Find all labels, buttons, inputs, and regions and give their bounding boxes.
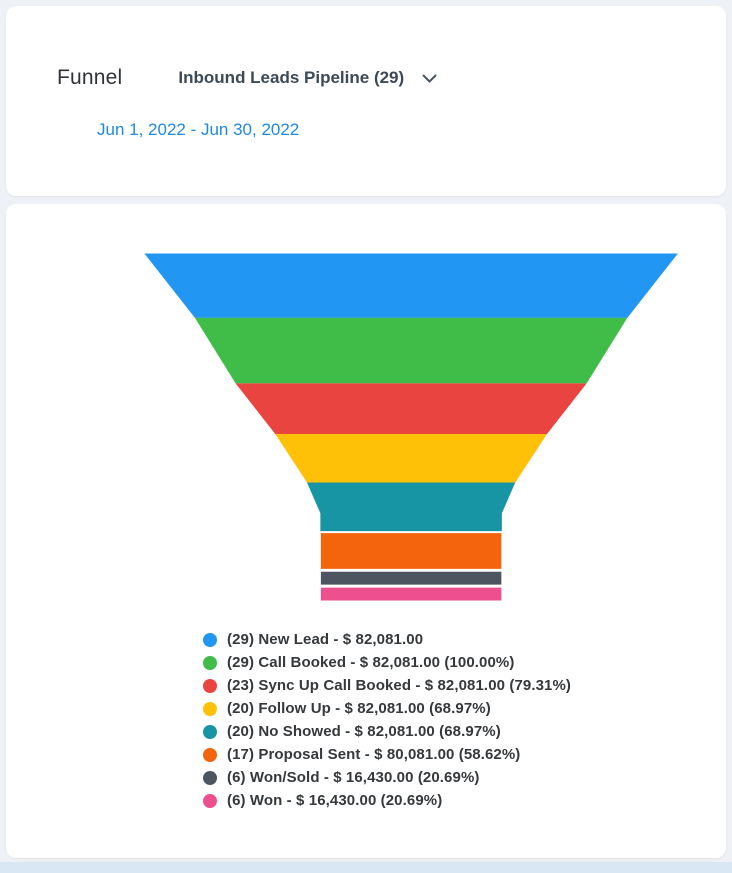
funnel-chart-card: (29) New Lead - $ 82,081.00 (29) Call Bo…: [6, 204, 726, 858]
funnel-segment-new-lead[interactable]: [144, 253, 678, 318]
pipeline-selector-label: Inbound Leads Pipeline (29): [178, 68, 405, 87]
funnel-segment-follow-up[interactable]: [275, 433, 547, 483]
funnel-segment-proposal-sent[interactable]: [320, 533, 502, 569]
funnel-segment-won[interactable]: [320, 587, 502, 601]
legend-dot: [203, 678, 217, 693]
legend-item[interactable]: (23) Sync Up Call Booked - $ 82,081.00 (…: [203, 674, 726, 697]
legend-label: (6) Won/Sold - $ 16,430.00 (20.69%): [227, 769, 480, 786]
legend-dot: [203, 793, 217, 808]
legend-dot: [203, 701, 217, 716]
legend-dot: [203, 770, 217, 785]
funnel-svg[interactable]: [6, 252, 726, 602]
page-title: Funnel: [57, 66, 123, 89]
funnel-segment-no-showed[interactable]: [306, 482, 516, 532]
legend-dot: [203, 724, 217, 739]
legend-label: (6) Won - $ 16,430.00 (20.69%): [227, 792, 443, 809]
legend-label: (29) Call Booked - $ 82,081.00 (100.00%): [227, 654, 515, 671]
legend-item[interactable]: (17) Proposal Sent - $ 80,081.00 (58.62%…: [203, 743, 726, 766]
legend-label: (29) New Lead - $ 82,081.00: [227, 631, 424, 648]
legend-item[interactable]: (29) New Lead - $ 82,081.00: [203, 628, 726, 651]
funnel-segment-won-sold[interactable]: [320, 571, 502, 585]
funnel-segment-sync-up-call-booked[interactable]: [235, 383, 587, 434]
pipeline-selector-dropdown[interactable]: Inbound Leads Pipeline (29): [178, 68, 437, 88]
legend-item[interactable]: (6) Won/Sold - $ 16,430.00 (20.69%): [203, 766, 726, 789]
chevron-down-icon: [422, 74, 437, 83]
title-row: Funnel Inbound Leads Pipeline (29): [57, 6, 726, 90]
legend-item[interactable]: (20) Follow Up - $ 82,081.00 (68.97%): [203, 697, 726, 720]
legend-item[interactable]: (29) Call Booked - $ 82,081.00 (100.00%): [203, 651, 726, 674]
legend-label: (20) No Showed - $ 82,081.00 (68.97%): [227, 723, 501, 740]
legend-dot: [203, 747, 217, 762]
legend-label: (23) Sync Up Call Booked - $ 82,081.00 (…: [227, 677, 572, 694]
legend-label: (20) Follow Up - $ 82,081.00 (68.97%): [227, 700, 491, 717]
legend-dot: [203, 655, 217, 670]
funnel-header-card: Funnel Inbound Leads Pipeline (29) Jun 1…: [6, 6, 726, 196]
legend-label: (17) Proposal Sent - $ 80,081.00 (58.62%…: [227, 746, 521, 763]
funnel-chart[interactable]: [6, 252, 726, 602]
funnel-segment-call-booked[interactable]: [194, 317, 628, 384]
footer-strip: [0, 862, 732, 873]
legend-item[interactable]: (6) Won - $ 16,430.00 (20.69%): [203, 789, 726, 812]
legend-dot: [203, 632, 217, 647]
date-range-filter[interactable]: Jun 1, 2022 - Jun 30, 2022: [97, 120, 300, 139]
funnel-legend: (29) New Lead - $ 82,081.00 (29) Call Bo…: [203, 628, 726, 812]
legend-item[interactable]: (20) No Showed - $ 82,081.00 (68.97%): [203, 720, 726, 743]
